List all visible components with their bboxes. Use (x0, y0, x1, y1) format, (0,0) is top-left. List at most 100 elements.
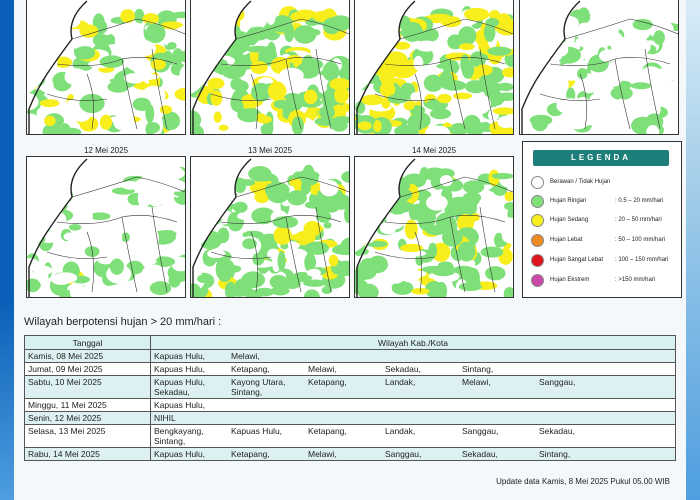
table-row: Selasa, 13 Mei 2025 Bengkayang, Kapuas Hul… (24, 424, 676, 448)
row-regions: Kapuas Hulu, (150, 398, 676, 412)
right-border-strip (686, 0, 700, 500)
row-date: Rabu, 14 Mei 2025 (24, 447, 151, 461)
legend-item: Hujan Sedang : 20 – 50 mm/hari (531, 214, 681, 228)
table-row: Minggu, 11 Mei 2025 Kapuas Hulu, (24, 398, 676, 412)
table-row: Sabtu, 10 Mei 2025 Kapuas Hulu, Kayong Uta… (24, 375, 676, 399)
legend-item-name: Hujan Sangat Lebat (550, 257, 604, 263)
map-date-label: 13 Mei 2025 (247, 146, 293, 155)
map-panel-11-mei (519, 0, 679, 135)
legend-box: LEGENDA Berawan / Tidak Hujan Hujan Ring… (522, 141, 682, 298)
legend-swatch (531, 254, 544, 267)
legend-swatch (531, 214, 544, 227)
region-name: Melawi, (308, 449, 337, 459)
row-regions: Kapuas Hulu, Ketapang, Melawi, Sanggau, Seka… (150, 447, 676, 461)
legend-title: LEGENDA (533, 150, 669, 166)
table-row: Rabu, 14 Mei 2025 Kapuas Hulu, Ketapang, Me… (24, 447, 676, 461)
map-panel-12-mei (26, 156, 186, 298)
region-name: Sintang, (462, 364, 494, 374)
region-name: Sekadau, (385, 364, 421, 374)
legend-item: Hujan Ringan : 0.5 – 20 mm/hari (531, 195, 681, 209)
legend-item-name: Hujan Ekstrem (550, 277, 590, 283)
row-regions: Bengkayang, Kapuas Hulu, Ketapang, Landak, S… (150, 424, 676, 448)
region-name: Sekadau, (462, 449, 498, 459)
legend-item-range: : 0.5 – 20 mm/hari (615, 198, 664, 204)
map-panel-09-mei (190, 0, 350, 135)
left-border-strip (0, 0, 14, 500)
column-header-date: Tanggal (24, 335, 151, 350)
region-name: Kapuas Hulu, (231, 426, 283, 436)
region-name: Sanggau, (385, 449, 422, 459)
map-panel-08-mei (26, 0, 186, 135)
region-name: Sintang, (539, 449, 571, 459)
legend-item: Hujan Ekstrem : >150 mm/hari (531, 274, 681, 288)
update-note: Update data Kamis, 8 Mei 2025 Pukul 05.0… (496, 477, 670, 486)
region-name: Ketapang, (231, 364, 270, 374)
legend-item-name: Hujan Lebat (550, 237, 583, 243)
row-regions: NIHIL (150, 411, 676, 425)
legend-item-name: Berawan / Tidak Hujan (550, 179, 611, 185)
region-name: Sekadau, (539, 426, 575, 436)
region-name: Kapuas Hulu, (154, 364, 206, 374)
region-name: Sintang, (231, 387, 263, 397)
legend-item-range: : 100 – 150 mm/hari (615, 257, 669, 263)
legend-item: Hujan Lebat : 50 – 100 mm/hari (531, 234, 681, 248)
region-name: Bengkayang, (154, 426, 204, 436)
region-name: Kapuas Hulu, (154, 449, 206, 459)
region-name: Kapuas Hulu, (154, 351, 206, 361)
legend-item: Hujan Sangat Lebat : 100 – 150 mm/hari (531, 254, 681, 268)
row-regions: Kapuas Hulu, Kayong Utara, Ketapang, Landak… (150, 375, 676, 399)
region-name: Ketapang, (308, 377, 347, 387)
table-title: Wilayah berpotensi hujan > 20 mm/hari : (24, 316, 222, 328)
legend-item-name: Hujan Ringan (550, 198, 587, 204)
rain-map (191, 0, 349, 134)
row-date: Kamis, 08 Mei 2025 (24, 349, 151, 363)
legend-item-range: : 20 – 50 mm/hari (615, 217, 662, 223)
region-name: Sanggau, (539, 377, 576, 387)
legend-swatch (531, 176, 544, 189)
row-regions: Kapuas Hulu, Melawi, (150, 349, 676, 363)
region-name: Kapuas Hulu, (154, 400, 206, 410)
region-name: Kayong Utara, (231, 377, 286, 387)
region-name: Landak, (385, 426, 416, 436)
legend-item: Berawan / Tidak Hujan (531, 176, 681, 190)
rain-map (27, 0, 185, 134)
legend-swatch (531, 234, 544, 247)
region-name: Ketapang, (308, 426, 347, 436)
rain-map (191, 157, 349, 297)
row-date: Senin, 12 Mei 2025 (24, 411, 151, 425)
table-row: Kamis, 08 Mei 2025 Kapuas Hulu, Melawi, (24, 349, 676, 363)
row-date: Sabtu, 10 Mei 2025 (24, 375, 151, 399)
row-date: Selasa, 13 Mei 2025 (24, 424, 151, 448)
region-name: Melawi, (308, 364, 337, 374)
region-name: Ketapang, (231, 449, 270, 459)
row-regions: Kapuas Hulu, Ketapang, Melawi, Sekadau, Sint… (150, 362, 676, 376)
region-name: Sekadau, (154, 387, 190, 397)
row-date: Jumat, 09 Mei 2025 (24, 362, 151, 376)
legend-item-range: : >150 mm/hari (615, 277, 656, 283)
legend-swatch (531, 195, 544, 208)
forecast-sheet: 12 Mei 2025 13 Mei 2025 14 Mei 2025 LEGE… (14, 0, 686, 500)
rain-map (355, 0, 513, 134)
map-date-label: 14 Mei 2025 (411, 146, 457, 155)
table-row: Senin, 12 Mei 2025 NIHIL (24, 411, 676, 425)
region-name: NIHIL (154, 413, 176, 423)
region-name: Sintang, (154, 436, 186, 446)
legend-item-range: : 50 – 100 mm/hari (615, 237, 666, 243)
rain-region-table: Tanggal Wilayah Kab./Kota Kamis, 08 Mei … (24, 335, 676, 461)
map-panel-14-mei (354, 156, 514, 298)
region-name: Melawi, (462, 377, 491, 387)
map-panel-10-mei (354, 0, 514, 135)
row-date: Minggu, 11 Mei 2025 (24, 398, 151, 412)
legend-item-name: Hujan Sedang (550, 217, 589, 223)
rain-map (355, 157, 513, 297)
column-header-region: Wilayah Kab./Kota (150, 335, 676, 350)
region-name: Sanggau, (462, 426, 499, 436)
region-name: Kapuas Hulu, (154, 377, 206, 387)
region-name: Landak, (385, 377, 416, 387)
map-panel-13-mei (190, 156, 350, 298)
region-name: Melawi, (231, 351, 260, 361)
table-row: Jumat, 09 Mei 2025 Kapuas Hulu, Ketapang, M… (24, 362, 676, 376)
rain-map (27, 157, 185, 297)
map-date-label: 12 Mei 2025 (83, 146, 129, 155)
legend-swatch (531, 274, 544, 287)
